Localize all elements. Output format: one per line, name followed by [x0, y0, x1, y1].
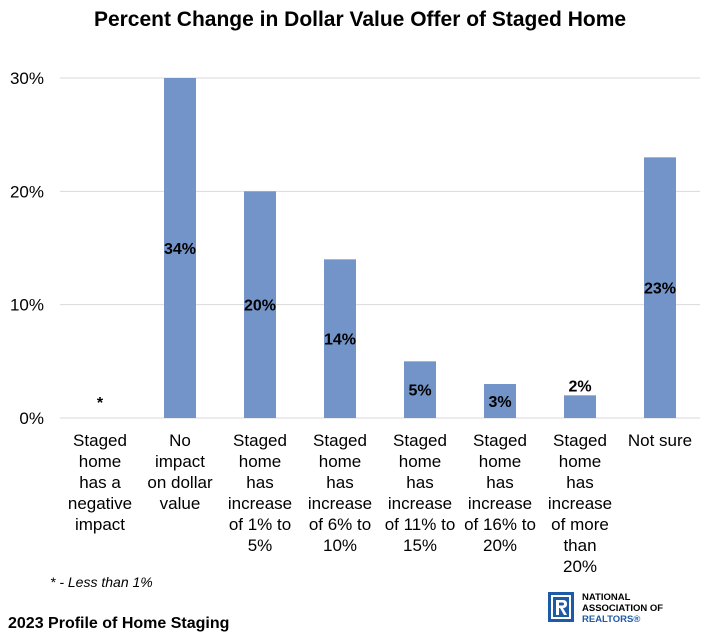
y-tick-label: 20% — [10, 182, 44, 201]
y-tick-label: 0% — [19, 409, 44, 428]
bar — [404, 361, 436, 418]
bar — [484, 384, 516, 418]
category-label-line: Staged — [73, 431, 127, 450]
logo-line-2: ASSOCIATION OF — [582, 603, 664, 614]
category-label-line: home — [319, 452, 362, 471]
category-label-line: on dollar — [147, 473, 213, 492]
category-label-line: Staged — [313, 431, 367, 450]
category-label: Staged home has a negative impact — [68, 431, 132, 534]
category-label: No impact on dollar value — [147, 431, 213, 513]
category-label-line: Staged — [233, 431, 287, 450]
category-label-line: home — [399, 452, 442, 471]
category-label-line: has — [486, 473, 513, 492]
category-label-line: 5% — [248, 536, 273, 555]
category-label-line: home — [79, 452, 122, 471]
category-label-line: impact — [75, 515, 125, 534]
category-label-line: 15% — [403, 536, 437, 555]
category-label-line: of 1% to — [229, 515, 291, 534]
category-label: Staged home has increase of 16% to 20% — [464, 431, 536, 555]
category-label: Staged home has increase of 6% to 10% — [308, 431, 372, 555]
bar — [564, 395, 596, 418]
category-label-line: home — [479, 452, 522, 471]
bar — [164, 78, 196, 418]
nar-logo: NATIONAL ASSOCIATION OF REALTORS® — [548, 590, 716, 630]
category-label-line: home — [239, 452, 282, 471]
category-label-line: increase — [468, 494, 532, 513]
category-label-line: home — [559, 452, 602, 471]
category-label-line: Staged — [393, 431, 447, 450]
bars — [164, 78, 676, 419]
category-label-line: increase — [308, 494, 372, 513]
y-tick-label: 30% — [10, 69, 44, 88]
x-axis-category-labels: Staged home has a negative impact No impact on … — [68, 431, 692, 576]
category-label-line: impact — [155, 452, 205, 471]
data-label: 34% — [164, 241, 196, 258]
data-label: 20% — [244, 298, 276, 315]
category-label-line: negative — [68, 494, 132, 513]
category-label-line: of 6% to — [309, 515, 371, 534]
category-label: Not sure — [628, 431, 692, 450]
category-label-line: than — [563, 536, 596, 555]
category-label-line: Staged — [553, 431, 607, 450]
logo-text: NATIONAL ASSOCIATION OF REALTORS® — [582, 592, 663, 625]
category-label-line: has — [246, 473, 273, 492]
category-label-line: increase — [228, 494, 292, 513]
realtor-r-logo-icon — [548, 592, 574, 622]
category-label: Staged home has increase of 11% to 15% — [385, 431, 456, 555]
data-label: 5% — [408, 383, 431, 400]
data-label: 2% — [568, 378, 591, 395]
category-label-line: of 11% to — [385, 515, 456, 534]
category-label: Staged home has increase of 1% to 5% — [228, 431, 292, 555]
category-label: Staged home has increase of more than 20% — [548, 431, 612, 576]
bar — [644, 157, 676, 419]
data-label: * — [97, 395, 104, 412]
category-label-line: of more — [551, 515, 609, 534]
y-tick-label: 10% — [10, 296, 44, 315]
logo-line-1: NATIONAL — [582, 592, 631, 603]
category-label-line: has a — [79, 473, 121, 492]
category-label-line: Not sure — [628, 431, 692, 450]
data-label: 3% — [488, 394, 511, 411]
chart-title: Percent Change in Dollar Value Offer of … — [93, 8, 627, 31]
category-label-line: 20% — [483, 536, 517, 555]
data-label: 14% — [324, 332, 356, 349]
gridlines — [60, 77, 700, 419]
category-label-line: 20% — [563, 557, 597, 576]
category-label-line: has — [566, 473, 593, 492]
y-axis-tick-labels: 0% 10% 20% 30% — [10, 69, 44, 428]
category-label-line: No — [169, 431, 191, 450]
data-label: 23% — [644, 281, 676, 298]
category-label-line: Staged — [473, 431, 527, 450]
category-label-line: increase — [548, 494, 612, 513]
data-labels: * 34% 20% 14% 5% 3% 2% 23% — [97, 241, 676, 412]
category-label-line: has — [406, 473, 433, 492]
category-label-line: of 16% to — [464, 515, 536, 534]
category-label-line: has — [326, 473, 353, 492]
category-label-line: 10% — [323, 536, 357, 555]
bar — [324, 259, 356, 418]
bar — [244, 191, 276, 418]
category-label-line: value — [160, 494, 201, 513]
footnote: * - Less than 1% — [50, 574, 153, 590]
source-label: 2023 Profile of Home Staging — [8, 615, 230, 632]
logo-line-3: REALTORS® — [582, 614, 641, 625]
category-label-line: increase — [388, 494, 452, 513]
